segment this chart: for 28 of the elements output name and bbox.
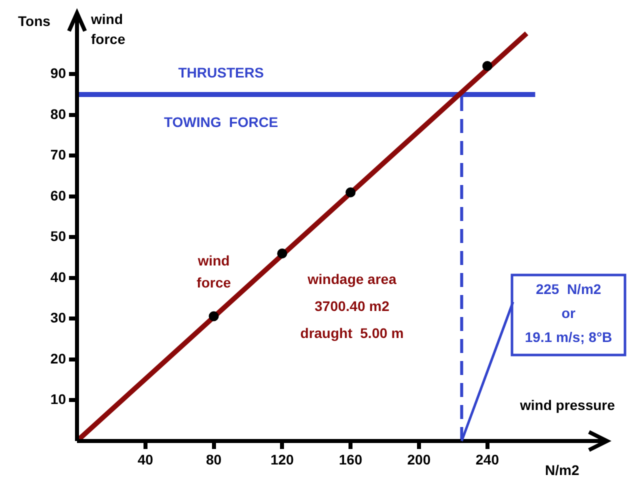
x-tick-label: 120 bbox=[270, 451, 294, 468]
point bbox=[208, 311, 219, 322]
y-tick-label: 90 bbox=[50, 65, 66, 81]
y-tick-label: 80 bbox=[50, 106, 66, 122]
x-axis-title: N/m2 bbox=[545, 462, 580, 478]
y-tick-label: 20 bbox=[50, 350, 66, 366]
y-tick-label: 70 bbox=[50, 146, 66, 163]
point bbox=[482, 60, 492, 71]
annotation: wind force bbox=[90, 10, 126, 47]
point bbox=[346, 187, 356, 198]
x-tick-label: 240 bbox=[476, 451, 500, 468]
x-tick-label: 200 bbox=[407, 451, 431, 468]
y-tick-label: 40 bbox=[50, 268, 66, 285]
x-tick-label: 160 bbox=[338, 451, 362, 468]
annotation: wind pressure bbox=[519, 396, 616, 413]
y-tick-label: 50 bbox=[50, 228, 66, 244]
y-axis-title: Tons bbox=[18, 12, 51, 29]
x-tick-label: 80 bbox=[206, 451, 222, 468]
y-tick-label: 10 bbox=[50, 391, 66, 408]
annotation: windage area 3700.40 m2 draught 5.00 m bbox=[300, 270, 404, 341]
y-tick-label: 60 bbox=[50, 187, 66, 204]
ref-line-label: THRUSTERS bbox=[178, 64, 264, 80]
point bbox=[277, 248, 288, 258]
y-tick-label: 30 bbox=[50, 310, 66, 326]
annotation: 225 N/m2 or 19.1 m/s; 8°B bbox=[524, 280, 612, 345]
x-tick-label: 40 bbox=[138, 451, 154, 468]
annotation: TOWING FORCE bbox=[164, 114, 278, 130]
series-label: wind force bbox=[196, 252, 232, 291]
